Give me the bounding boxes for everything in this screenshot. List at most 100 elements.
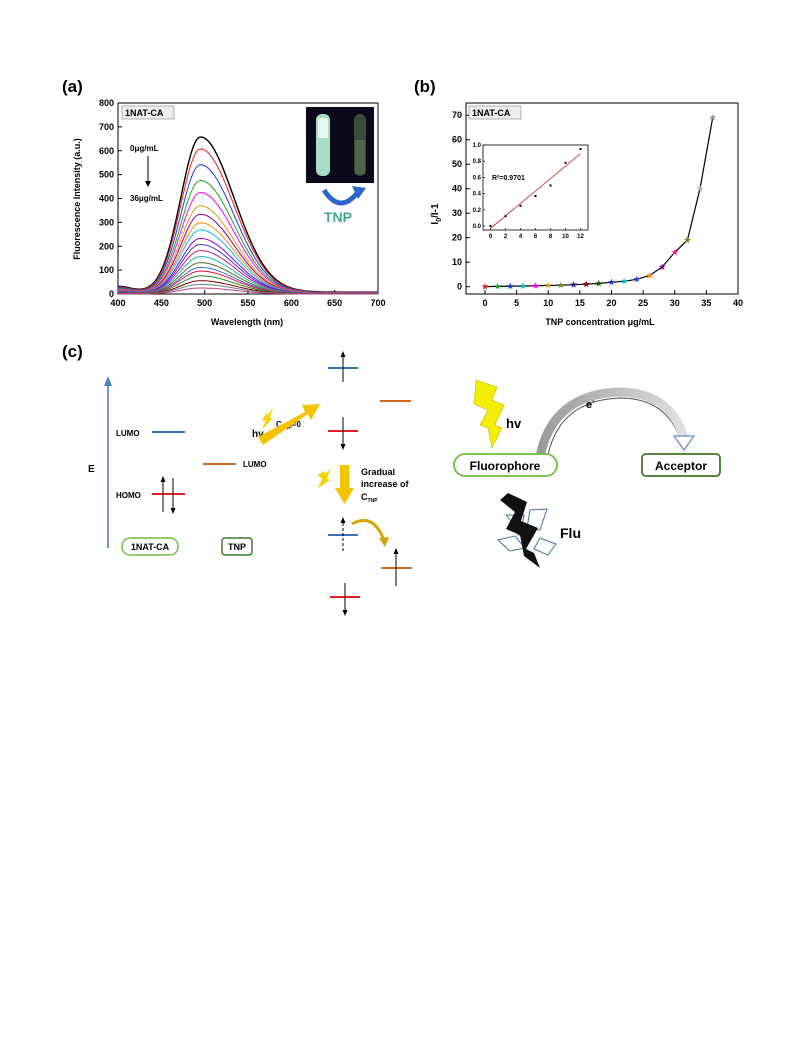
lightning-icon-1 (262, 407, 273, 430)
panel-a-xlabel: Wavelength (nm) (211, 317, 283, 327)
excited-electron-down-head (340, 444, 346, 450)
inset-ytick-label: 1.0 (473, 143, 482, 149)
inset-xtick-label: 6 (534, 234, 538, 240)
b-ytick-label: 60 (452, 135, 462, 145)
electron-label: e- (586, 398, 595, 411)
electron-transfer-arc (535, 387, 689, 458)
inset-xtick-label: 4 (519, 234, 523, 240)
inset-data-point (549, 184, 552, 187)
inset-data-point (579, 148, 582, 151)
inset-ytick-label: 0.0 (473, 224, 482, 230)
b-data-point (608, 278, 615, 286)
inset-ytick-label: 0.2 (473, 208, 482, 214)
box-1nat-ca (121, 537, 179, 556)
a-ytick-label: 200 (99, 241, 114, 251)
box-1nat-ca-label: 1NAT-CA (131, 542, 170, 552)
box-tnp-label: TNP (228, 542, 246, 552)
b-data-point (506, 282, 514, 290)
acceptor-box (641, 453, 721, 477)
panel-a-ylabel: Fluorescence Intensity (a.u.) (72, 138, 82, 260)
panel-a: (a) 400 450 500 550 600 650 700 0 100 200 300 400 50… (62, 77, 386, 327)
inset-data-point (534, 195, 537, 197)
b-ytick-label: 20 (452, 233, 462, 243)
homo-electron-down-head (170, 508, 176, 514)
a-xtick-label: 400 (110, 298, 125, 308)
panel-b-tag-box (468, 105, 522, 120)
ylabel-tail: /I-1 (430, 203, 441, 218)
tnp-inset-label: TNP (324, 209, 352, 225)
gradual-line-1: Gradual (361, 467, 395, 477)
a-xtick-label: 600 (284, 298, 299, 308)
lumo-label-tnp: LUMO (243, 460, 267, 469)
inset-xtick-label: 2 (504, 234, 508, 240)
b-ytick-label: 10 (452, 257, 462, 267)
panel-a-tag: 1NAT-CA (125, 108, 164, 118)
homo-electron-up-head (160, 476, 166, 482)
panel-c-label: (c) (62, 342, 83, 361)
b-xtick-label: 0 (482, 298, 487, 308)
vial-quenched-liquid (355, 140, 365, 174)
b-data-point (494, 282, 502, 290)
flu-label: Flu (560, 525, 581, 541)
svg-text:I0/I-1: I0/I-1 (430, 203, 443, 225)
b-data-point (570, 281, 577, 288)
inset-data-point (519, 204, 522, 207)
acceptor-label: Acceptor (655, 459, 707, 473)
a-ytick-label: 400 (99, 194, 114, 204)
fluorophore-label: Fluorophore (470, 459, 541, 473)
excited-electron-up-head (340, 351, 346, 357)
b-data-point (696, 185, 704, 192)
gradual-line-3: CTNP (361, 492, 378, 504)
hv-label-2: hv (506, 416, 522, 431)
b-xtick-label: 30 (670, 298, 680, 308)
b-data-point (544, 281, 552, 289)
electron-minus: - (592, 398, 595, 405)
c-tnp-zero-c: C (276, 420, 282, 429)
b-data-point (633, 275, 641, 283)
a-xtick-label: 500 (197, 298, 212, 308)
gradual-arrow (335, 465, 354, 504)
vial-bright-glow (318, 118, 328, 138)
lumo-label-left: LUMO (116, 429, 140, 438)
inset-xtick-label: 12 (577, 234, 584, 240)
panel-b-frame (465, 102, 739, 295)
b-data-point (658, 263, 666, 270)
conc-arrow-head (145, 181, 151, 187)
inset-data-point (564, 161, 567, 164)
excitation-arrow (258, 404, 320, 445)
energy-axis-head (104, 376, 112, 386)
gradual-c: C (361, 492, 368, 502)
panel-a-label: (a) (62, 77, 83, 96)
inset-frame (482, 144, 589, 231)
r2-label: R²=0.9701 (492, 175, 525, 182)
a-ytick-label: 700 (99, 122, 114, 132)
b-data-point (595, 279, 603, 287)
panel-b-tag: 1NAT-CA (472, 108, 511, 118)
tnp-curved-arrow-head (352, 186, 366, 199)
inset-ytick-label: 0.8 (473, 159, 482, 165)
a-ytick-label: 100 (99, 265, 114, 275)
b-ytick-label: 70 (452, 110, 462, 120)
lightning-icon-2 (318, 468, 331, 488)
inset-data-point (489, 224, 492, 227)
inset-ytick-label: 0.4 (473, 192, 482, 198)
a-xtick-label: 700 (370, 298, 385, 308)
b-xtick-label: 15 (575, 298, 585, 308)
conc-end-label: 36μg/mL (130, 194, 163, 203)
inset-data-point (504, 215, 507, 218)
transfer-curved-arrow-head (379, 537, 389, 547)
a-xtick-label: 650 (327, 298, 342, 308)
a-ytick-label: 300 (99, 217, 114, 227)
hv-label-1: hv (252, 429, 264, 440)
c-tnp-zero-tail: =0 (292, 420, 302, 429)
burst-bottom-right (533, 537, 557, 556)
b-data-point (532, 282, 539, 289)
homo-label-left: HOMO (116, 491, 141, 500)
b-xtick-label: 25 (638, 298, 648, 308)
a-xtick-label: 450 (154, 298, 169, 308)
b-data-point (582, 280, 590, 288)
electron-transfer-arc-outline (547, 397, 681, 456)
